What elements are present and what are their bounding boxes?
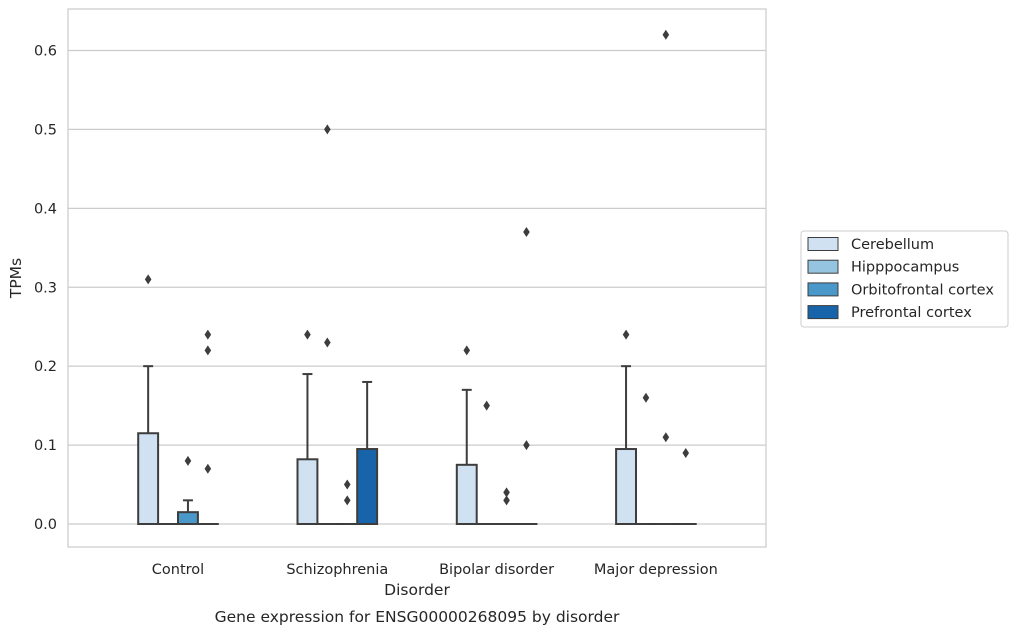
x-tick-label: Control xyxy=(152,562,204,578)
box xyxy=(137,432,160,525)
y-tick-label: 0.6 xyxy=(34,44,57,60)
legend-entries: Cerebellum Hipppocampus Orbitofrontal cort… xyxy=(807,237,994,321)
legend-swatch xyxy=(807,282,839,297)
legend-frame xyxy=(800,230,1009,328)
box-group xyxy=(515,227,538,526)
outlier-point xyxy=(682,447,690,458)
outlier-point xyxy=(343,479,351,490)
x-tick-label: Bipolar disorder xyxy=(439,562,554,578)
box-group xyxy=(356,380,379,526)
legend-swatch xyxy=(807,259,839,274)
legend-entry: Cerebellum xyxy=(807,237,934,253)
plot-area xyxy=(68,9,766,547)
outlier-point xyxy=(204,345,212,356)
y-tick-labels: 0.0 0.1 0.2 0.3 0.4 0.5 0.6 xyxy=(34,44,57,534)
legend-swatch xyxy=(807,237,839,251)
legend-label: Orbitofrontal cortex xyxy=(851,282,994,298)
legend: Cerebellum Hipppocampus Orbitofrontal cort… xyxy=(800,230,1009,328)
legend-label: Prefrontal cortex xyxy=(851,305,972,321)
outlier-point xyxy=(204,463,212,474)
legend-entry: Orbitofrontal cortex xyxy=(807,282,994,298)
legend-label: Cerebellum xyxy=(851,237,934,253)
outlier-point xyxy=(503,487,510,498)
outlier-point xyxy=(304,329,311,340)
outlier-point xyxy=(463,345,471,356)
box-group xyxy=(475,400,498,526)
x-tick-labels: Control Schizophrenia Bipolar disorder Majo… xyxy=(152,562,718,578)
box xyxy=(615,448,637,526)
outlier-point xyxy=(483,400,490,411)
legend-entry: Prefrontal cortex xyxy=(807,305,972,321)
y-tick-label: 0.2 xyxy=(34,359,57,375)
box-group xyxy=(654,29,677,526)
legend-swatch xyxy=(807,305,839,320)
outlier-point xyxy=(523,227,530,238)
box-group xyxy=(177,455,199,525)
box-group xyxy=(336,479,359,526)
y-tick-label: 0.1 xyxy=(34,438,57,454)
outlier-point xyxy=(642,392,650,403)
box xyxy=(177,511,199,525)
x-tick-label: Major depression xyxy=(594,562,718,578)
outlier-point xyxy=(184,455,192,466)
box xyxy=(455,463,478,525)
x-tick-label: Schizophrenia xyxy=(286,562,388,578)
outlier-point xyxy=(523,440,530,451)
outlier-point xyxy=(662,29,670,40)
legend-label: Hipppocampus xyxy=(851,260,959,276)
box xyxy=(296,458,319,525)
outlier-point xyxy=(324,124,331,135)
y-tick-label: 0.3 xyxy=(34,280,57,296)
y-tick-label: 0.5 xyxy=(34,122,57,138)
x-axis-label: Disorder xyxy=(384,581,450,599)
box-group xyxy=(455,345,478,525)
y-tick-label: 0.4 xyxy=(34,201,57,217)
plot-frame xyxy=(67,8,767,548)
box-group xyxy=(615,329,637,526)
y-axis-label: TPMs xyxy=(7,258,25,299)
y-tick-label: 0.0 xyxy=(34,517,57,533)
box-group xyxy=(137,274,160,525)
gridlines xyxy=(68,49,766,525)
outlier-point xyxy=(503,495,510,506)
box xyxy=(356,448,379,526)
box-series xyxy=(137,29,697,526)
outlier-point xyxy=(324,337,331,348)
outlier-point xyxy=(622,329,630,340)
outlier-point xyxy=(204,329,212,340)
box-group xyxy=(296,329,319,525)
chart-caption: Gene expression for ENSG00000268095 by d… xyxy=(215,608,620,626)
box-group xyxy=(674,447,697,526)
legend-entry: Hipppocampus xyxy=(807,259,959,276)
outlier-point xyxy=(662,432,670,443)
outlier-point xyxy=(144,274,152,285)
outlier-point xyxy=(343,495,351,506)
box-group xyxy=(196,329,219,526)
